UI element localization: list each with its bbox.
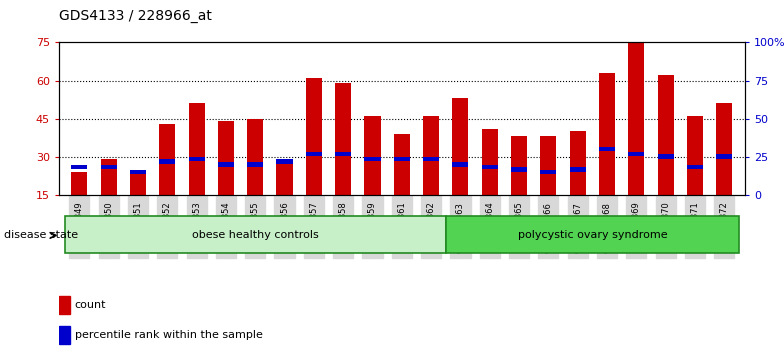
Bar: [687, 165, 703, 169]
Text: obese healthy controls: obese healthy controls: [192, 229, 318, 240]
Bar: [717, 103, 732, 195]
Bar: [658, 75, 673, 195]
Bar: [130, 172, 146, 195]
Bar: [130, 170, 146, 174]
Bar: [159, 124, 176, 195]
Bar: [306, 152, 322, 156]
Bar: [335, 152, 351, 156]
Bar: [277, 159, 292, 195]
Text: count: count: [74, 299, 106, 310]
Bar: [511, 136, 527, 195]
Bar: [100, 159, 117, 195]
Bar: [717, 154, 732, 159]
Bar: [218, 162, 234, 166]
Bar: [306, 78, 322, 195]
Bar: [452, 162, 469, 166]
Bar: [599, 73, 615, 195]
Bar: [658, 154, 673, 159]
Bar: [188, 157, 205, 161]
Bar: [628, 42, 644, 195]
Bar: [59, 326, 70, 344]
Text: percentile rank within the sample: percentile rank within the sample: [74, 330, 263, 340]
Bar: [64, 216, 446, 253]
Text: polycystic ovary syndrome: polycystic ovary syndrome: [517, 229, 667, 240]
Bar: [687, 116, 703, 195]
Bar: [599, 147, 615, 151]
Text: disease state: disease state: [4, 230, 78, 240]
Bar: [423, 116, 439, 195]
Bar: [481, 129, 498, 195]
Bar: [247, 119, 263, 195]
Bar: [540, 136, 557, 195]
Bar: [481, 165, 498, 169]
Bar: [59, 296, 70, 314]
Bar: [71, 172, 87, 195]
Bar: [394, 134, 410, 195]
Bar: [159, 159, 176, 164]
Bar: [452, 98, 469, 195]
Text: GDS4133 / 228966_at: GDS4133 / 228966_at: [59, 9, 212, 23]
Bar: [365, 157, 380, 161]
Bar: [218, 121, 234, 195]
Bar: [446, 216, 739, 253]
Bar: [100, 165, 117, 169]
Bar: [423, 157, 439, 161]
Bar: [188, 103, 205, 195]
Bar: [247, 162, 263, 166]
Bar: [511, 167, 527, 172]
Bar: [628, 152, 644, 156]
Bar: [570, 167, 586, 172]
Bar: [570, 131, 586, 195]
Bar: [394, 157, 410, 161]
Bar: [335, 83, 351, 195]
Bar: [71, 165, 87, 169]
Bar: [365, 116, 380, 195]
Bar: [277, 159, 292, 164]
Bar: [540, 170, 557, 174]
